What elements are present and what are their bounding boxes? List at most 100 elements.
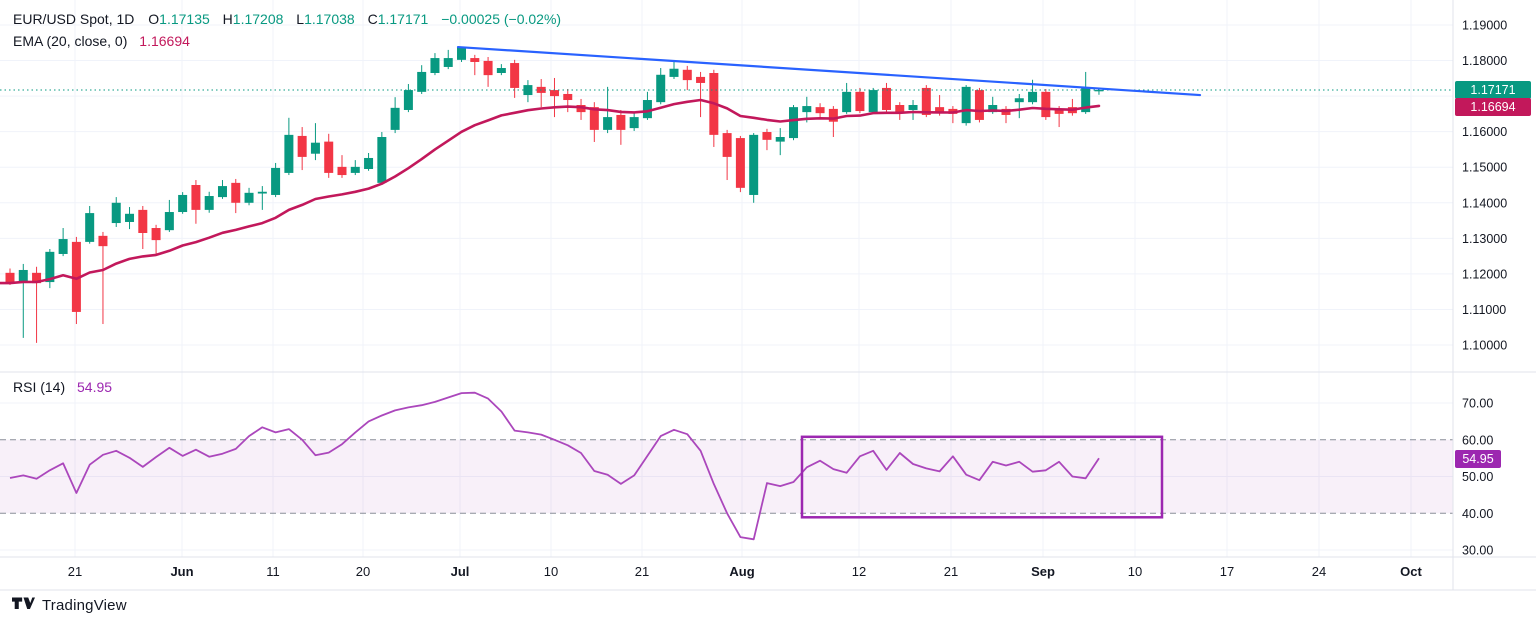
rsi-axis-label[interactable]: 50.00 — [1462, 470, 1493, 484]
candle-body — [895, 105, 905, 113]
candle-body — [58, 239, 68, 254]
time-axis-label[interactable]: Jul — [451, 564, 470, 579]
rsi-highlight-box[interactable] — [800, 435, 1164, 519]
close-value: 1.17171 — [377, 11, 429, 27]
tradingview-logo-icon — [12, 597, 35, 610]
candle-body — [682, 69, 692, 81]
price-axis-label[interactable]: 1.14000 — [1462, 196, 1507, 210]
time-axis-label[interactable]: Jun — [170, 564, 193, 579]
candle-body — [749, 134, 759, 195]
ema-line — [0, 98, 1101, 285]
candle-body — [802, 106, 812, 113]
rsi-indicator-value: 54.95 — [77, 379, 113, 395]
candle-body — [815, 107, 825, 114]
candle-body — [603, 117, 613, 130]
candle-body — [1014, 98, 1024, 103]
price-axis-label[interactable]: 1.15000 — [1462, 161, 1507, 175]
rsi-axis-badge: 54.95 — [1455, 450, 1501, 468]
price-axis-label[interactable]: 1.13000 — [1462, 232, 1507, 246]
candle-body — [18, 269, 28, 281]
candle-body — [377, 137, 387, 183]
candle-body — [364, 157, 374, 169]
time-axis-label[interactable]: 21 — [635, 564, 649, 579]
rsi-axis-label[interactable]: 60.00 — [1462, 433, 1493, 447]
last-price-axis-badge: 1.17171 — [1455, 81, 1531, 99]
candle-body — [1094, 90, 1104, 92]
candle-body — [457, 47, 467, 60]
time-axis-label[interactable]: 20 — [356, 564, 370, 579]
candle-body — [164, 212, 174, 231]
rsi-axis-label[interactable]: 40.00 — [1462, 507, 1493, 521]
rsi-legend[interactable]: RSI (14) 54.95 — [13, 379, 112, 395]
price-axis-label[interactable]: 1.16000 — [1462, 125, 1507, 139]
candle-body — [735, 138, 745, 188]
candle-body — [390, 107, 400, 130]
symbol-legend[interactable]: EUR/USD Spot, 1D O1.17135 H1.17208 L 1.17… — [13, 8, 561, 52]
price-axis-label[interactable]: 1.19000 — [1462, 19, 1507, 33]
candle-body — [470, 58, 480, 62]
candle-body — [1054, 108, 1064, 114]
candle-body — [722, 133, 732, 157]
candle-body — [642, 100, 652, 119]
candle-body — [1041, 91, 1051, 118]
rsi-band — [0, 439, 1453, 514]
time-axis-label[interactable]: 10 — [1128, 564, 1142, 579]
candle-body — [191, 185, 201, 210]
candle-body — [496, 68, 506, 73]
candle-body — [310, 142, 320, 154]
time-axis-label[interactable]: Sep — [1031, 564, 1055, 579]
candle-body — [403, 90, 413, 110]
time-axis-label[interactable]: 10 — [544, 564, 558, 579]
time-axis-label[interactable]: 21 — [68, 564, 82, 579]
candle-body — [828, 108, 838, 122]
open-value: 1.17135 — [159, 11, 210, 27]
time-axis-label[interactable]: Aug — [729, 564, 754, 579]
candle-body — [629, 117, 639, 129]
high-key: H — [222, 11, 233, 27]
ema-legend-row[interactable]: EMA (20, close, 0) 1.16694 — [13, 30, 561, 52]
candle-body — [271, 167, 281, 195]
price-axis-label[interactable]: 1.18000 — [1462, 54, 1507, 68]
rsi-axis-label[interactable]: 70.00 — [1462, 397, 1493, 411]
candle-body — [350, 166, 360, 173]
time-axis-label[interactable]: 11 — [266, 564, 280, 579]
candle-body — [443, 58, 453, 67]
candle-body — [231, 182, 241, 203]
price-axis-label[interactable]: 1.11000 — [1462, 303, 1506, 317]
price-axis-label[interactable]: 1.12000 — [1462, 267, 1507, 281]
rsi-axis-label[interactable]: 30.00 — [1462, 544, 1493, 558]
candle-body — [45, 251, 55, 283]
candle-body — [297, 135, 307, 157]
candle-body — [204, 196, 214, 210]
time-axis-label[interactable]: 21 — [944, 564, 958, 579]
candle-body — [337, 166, 347, 176]
rsi-indicator-label: RSI (14) — [13, 379, 66, 395]
high-value: 1.17208 — [232, 11, 284, 27]
trendline-drawing[interactable] — [456, 45, 1202, 97]
time-axis-label[interactable]: 12 — [852, 564, 866, 579]
time-axis-label[interactable]: Oct — [1400, 564, 1422, 579]
candle-body — [138, 209, 148, 233]
open-key: O — [148, 11, 160, 27]
time-axis-label[interactable]: 17 — [1220, 564, 1234, 579]
candle-body — [789, 107, 799, 139]
candle-body — [881, 87, 891, 110]
ema-indicator-value: 1.16694 — [139, 33, 190, 49]
low-key: L — [296, 11, 305, 27]
tradingview-logo[interactable]: TradingView — [12, 596, 127, 614]
time-axis-label[interactable]: 24 — [1312, 564, 1326, 579]
candle-body — [510, 63, 520, 88]
candle-body — [908, 105, 918, 110]
candle-body — [616, 114, 626, 130]
candle-body — [589, 107, 599, 130]
symbol-title: EUR/USD Spot, 1D — [13, 11, 135, 27]
candle-body — [855, 91, 865, 112]
candle-body — [71, 241, 81, 312]
candle-body — [98, 235, 108, 247]
price-axis-label[interactable]: 1.10000 — [1462, 339, 1507, 353]
candle-body — [125, 213, 135, 222]
symbol-ohlc-row: EUR/USD Spot, 1D O1.17135 H1.17208 L 1.17… — [13, 8, 561, 30]
candle-body — [1028, 91, 1038, 103]
